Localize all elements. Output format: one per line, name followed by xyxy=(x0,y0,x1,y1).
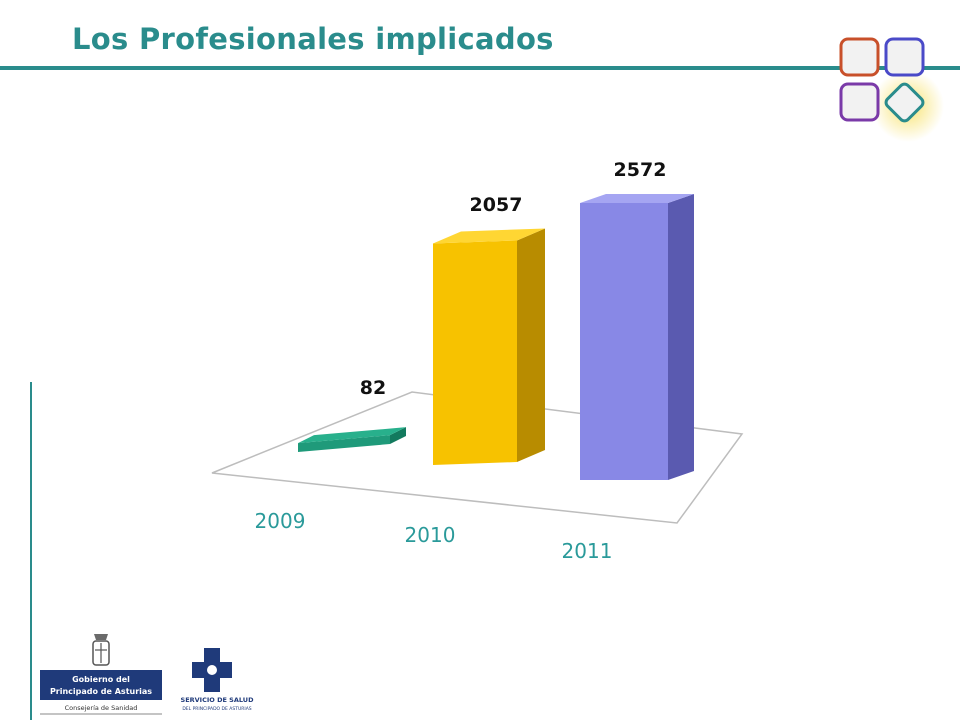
bar-2009 xyxy=(298,435,390,452)
category-label-2009: 2009 xyxy=(255,509,306,533)
bar-top-2010 xyxy=(433,228,545,244)
decorative-squares-icon xyxy=(839,37,944,142)
value-label-2011: 2572 xyxy=(614,159,667,181)
logo-gobierno-line3: Consejería de Sanidad xyxy=(65,704,138,712)
category-label-2011: 2011 xyxy=(562,539,613,563)
health-cross-icon xyxy=(192,648,232,692)
deco-square-orange xyxy=(839,37,880,77)
bar-top-2009 xyxy=(298,427,406,444)
gobierno-asturias-logo: Gobierno del Principado de Asturias Cons… xyxy=(40,634,162,715)
title-underline xyxy=(0,66,960,70)
coat-of-arms-icon xyxy=(92,634,110,666)
bar-top-2011 xyxy=(580,194,694,203)
logo-sespa-line2: DEL PRINCIPADO DE ASTURIAS xyxy=(182,706,251,712)
bar-side-2009 xyxy=(390,427,406,444)
deco-square-blue xyxy=(884,37,925,77)
logo-gobierno-line2: Principado de Asturias xyxy=(50,687,152,696)
left-vertical-rule xyxy=(30,382,32,720)
value-label-2010: 2057 xyxy=(470,194,523,216)
bar-2011 xyxy=(580,203,668,480)
logo-sespa-line1: SERVICIO DE SALUD xyxy=(181,696,255,704)
bar-side-2011 xyxy=(668,194,694,480)
bar-2010 xyxy=(433,240,517,465)
page-title: Los Profesionales implicados xyxy=(72,22,554,56)
sespa-logo: SERVICIO DE SALUD DEL PRINCIPADO DE ASTU… xyxy=(181,648,255,712)
category-label-2010: 2010 xyxy=(405,523,456,547)
bar-side-2010 xyxy=(517,228,545,462)
deco-diamond-teal xyxy=(884,82,925,123)
value-label-2009: 82 xyxy=(360,377,386,399)
logo-gobierno-line1: Gobierno del xyxy=(72,675,130,684)
deco-square-purple xyxy=(839,82,880,122)
